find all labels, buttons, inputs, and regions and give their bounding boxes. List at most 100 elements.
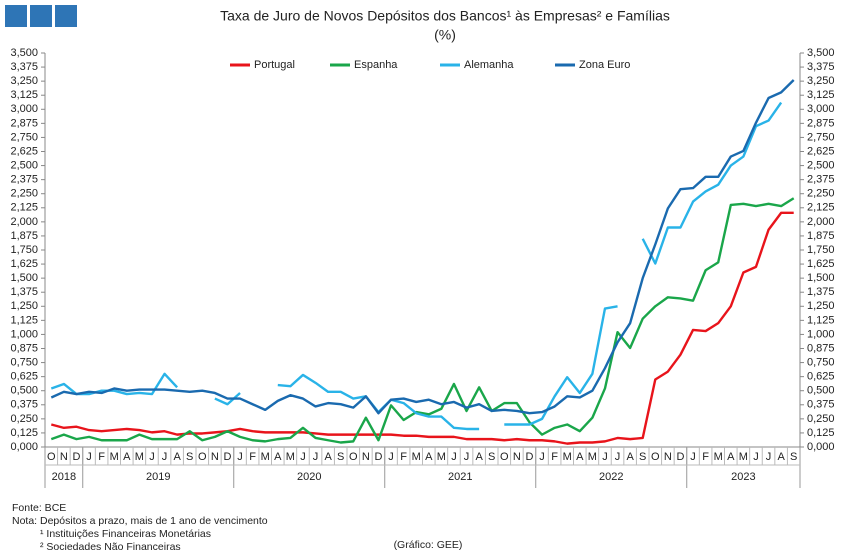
x-tick-label: M — [588, 451, 597, 463]
x-tick-label: N — [60, 451, 68, 463]
x-tick-label: S — [790, 451, 797, 463]
x-tick-label: N — [664, 451, 672, 463]
y-tick-label: 0,250 — [10, 413, 38, 425]
y2-tick-label: 3,375 — [807, 61, 835, 73]
x-tick-label: J — [753, 451, 759, 463]
y2-tick-label: 1,875 — [807, 230, 835, 242]
series-line — [214, 392, 241, 406]
x-tick-label: O — [198, 451, 207, 463]
x-tick-label: O — [47, 451, 56, 463]
x-tick-label: M — [412, 451, 421, 463]
legend-label: Espanha — [354, 59, 398, 71]
y-tick-label: 3,000 — [10, 103, 38, 115]
y-tick-label: 2,250 — [10, 188, 38, 200]
logo-square — [5, 5, 27, 27]
y2-tick-label: 1,125 — [807, 314, 835, 326]
year-label: 2018 — [52, 471, 76, 483]
x-tick-label: D — [72, 451, 80, 463]
y-tick-label: 1,125 — [10, 314, 38, 326]
x-tick-label: D — [374, 451, 382, 463]
x-tick-label: J — [451, 451, 457, 463]
y2-tick-label: 0,750 — [807, 356, 835, 368]
y-tick-label: 1,625 — [10, 258, 38, 270]
credit: (Gráfico: GEE) — [394, 539, 463, 551]
x-tick-label: O — [651, 451, 660, 463]
y2-tick-label: 3,250 — [807, 75, 835, 87]
y2-tick-label: 0,125 — [807, 427, 835, 439]
y-tick-label: 1,750 — [10, 244, 38, 256]
x-tick-label: J — [690, 451, 696, 463]
x-tick-label: M — [437, 451, 446, 463]
y2-tick-label: 0,000 — [807, 441, 835, 453]
x-tick-label: F — [98, 451, 105, 463]
x-tick-label: N — [362, 451, 370, 463]
y-tick-label: 0,875 — [10, 342, 38, 354]
y2-tick-label: 1,375 — [807, 286, 835, 298]
y-tick-label: 2,000 — [10, 216, 38, 228]
y-tick-label: 1,875 — [10, 230, 38, 242]
x-tick-label: D — [223, 451, 231, 463]
series-line — [504, 305, 618, 426]
x-tick-label: J — [602, 451, 608, 463]
x-tick-label: M — [739, 451, 748, 463]
x-tick-label: S — [186, 451, 193, 463]
x-tick-label: A — [727, 451, 735, 463]
x-tick-label: J — [149, 451, 155, 463]
legend-label: Alemanha — [464, 59, 514, 71]
note: Fonte: BCE — [12, 502, 66, 514]
series-line — [50, 372, 179, 396]
x-tick-label: M — [286, 451, 295, 463]
y2-tick-label: 0,375 — [807, 399, 835, 411]
note: Nota: Depósitos a prazo, mais de 1 ano d… — [12, 515, 268, 527]
y2-tick-label: 2,875 — [807, 117, 835, 129]
y2-tick-label: 3,000 — [807, 103, 835, 115]
x-tick-label: J — [300, 451, 306, 463]
x-tick-label: A — [425, 451, 433, 463]
y-tick-label: 1,375 — [10, 286, 38, 298]
y-tick-label: 0,000 — [10, 441, 38, 453]
x-tick-label: F — [551, 451, 558, 463]
legend-label: Zona Euro — [579, 59, 630, 71]
y2-tick-label: 0,500 — [807, 385, 835, 397]
y-tick-label: 2,375 — [10, 174, 38, 186]
y-tick-label: 1,500 — [10, 272, 38, 284]
x-tick-label: S — [337, 451, 344, 463]
x-tick-label: J — [86, 451, 92, 463]
y-tick-label: 3,500 — [10, 47, 38, 59]
x-tick-label: J — [766, 451, 772, 463]
x-tick-label: M — [261, 451, 270, 463]
y2-tick-label: 1,500 — [807, 272, 835, 284]
y2-tick-label: 2,750 — [807, 131, 835, 143]
x-tick-label: M — [714, 451, 723, 463]
x-tick-label: M — [110, 451, 119, 463]
x-tick-label: F — [702, 451, 709, 463]
series-line — [50, 211, 794, 445]
y2-tick-label: 1,750 — [807, 244, 835, 256]
x-tick-label: M — [135, 451, 144, 463]
y-tick-label: 0,500 — [10, 385, 38, 397]
series-line — [641, 101, 783, 265]
x-tick-label: M — [563, 451, 572, 463]
note: ¹ Instituições Financeiras Monetárias — [40, 528, 211, 540]
x-tick-label: D — [525, 451, 533, 463]
year-label: 2021 — [448, 471, 472, 483]
logo-square — [30, 5, 52, 27]
x-tick-label: A — [626, 451, 634, 463]
y2-tick-label: 0,250 — [807, 413, 835, 425]
y-tick-label: 1,250 — [10, 300, 38, 312]
y-tick-label: 2,875 — [10, 117, 38, 129]
x-tick-label: N — [513, 451, 521, 463]
x-tick-label: J — [388, 451, 394, 463]
legend-label: Portugal — [254, 59, 295, 71]
y2-tick-label: 2,250 — [807, 188, 835, 200]
y-tick-label: 0,625 — [10, 371, 38, 383]
x-tick-label: D — [676, 451, 684, 463]
x-tick-label: A — [777, 451, 785, 463]
note: ² Sociedades Não Financeiras — [40, 541, 181, 553]
x-tick-label: O — [349, 451, 358, 463]
y-tick-label: 1,000 — [10, 328, 38, 340]
y2-tick-label: 2,375 — [807, 174, 835, 186]
y2-tick-label: 2,500 — [807, 159, 835, 171]
series-line — [50, 197, 795, 444]
